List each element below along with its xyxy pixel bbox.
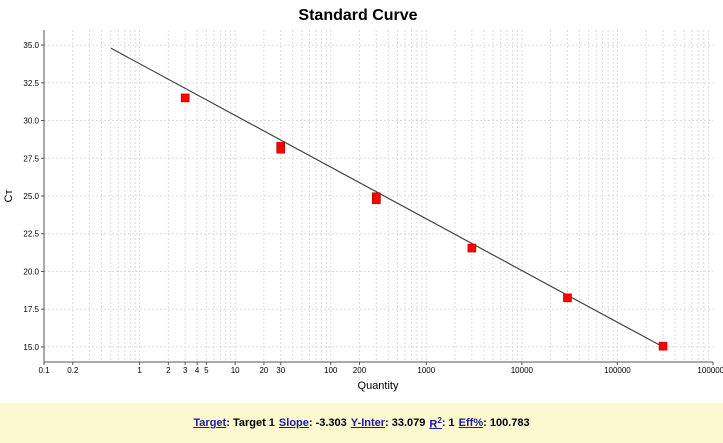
x-tick-label: 5	[204, 366, 209, 375]
x-tick-label: 200	[353, 366, 367, 375]
y-tick-label: 35.0	[23, 41, 39, 50]
x-tick-label: 30	[276, 366, 285, 375]
standard-curve-chart: Standard Curve 0.1 0.2 1 2 3 4 5 10 20 30 100 200 10…	[3, 7, 723, 392]
r2-superscript: 2	[437, 415, 442, 425]
x-tick-label: 100	[324, 366, 338, 375]
chart-title: Standard Curve	[298, 7, 417, 24]
slope-link[interactable]: Slope	[278, 417, 309, 429]
regression-line	[110, 47, 664, 348]
r2-link[interactable]: R2	[429, 416, 441, 431]
x-tick-label: 10000	[511, 366, 534, 375]
x-tick-label: 100000	[604, 366, 631, 375]
x-tick-label: 1000	[417, 366, 435, 375]
y-tick-label: 27.5	[23, 154, 39, 163]
y-tick-label: 20.0	[23, 267, 39, 276]
y-inter-link[interactable]: Y-Inter	[350, 417, 386, 429]
y-tick-label: 32.5	[23, 79, 39, 88]
data-point[interactable]	[372, 195, 381, 205]
x-tick-label: 1000000	[697, 366, 723, 375]
y-tick-label: 17.5	[23, 305, 39, 314]
y-tick-label: 30.0	[23, 117, 39, 126]
x-tick-label: 0.1	[38, 366, 50, 375]
data-point[interactable]	[658, 341, 668, 351]
grid	[43, 30, 713, 362]
efficiency-value: : 100.783	[483, 417, 530, 429]
y-inter-value: : 33.079	[385, 417, 426, 429]
data-points	[180, 93, 668, 351]
data-point[interactable]	[467, 243, 477, 253]
data-point[interactable]	[180, 93, 190, 103]
data-point[interactable]	[563, 293, 572, 303]
x-tick-label: 3	[183, 366, 188, 375]
x-tick-label: 0.2	[67, 366, 79, 375]
x-tick-label: 4	[195, 366, 200, 375]
slope-value: : -3.303	[308, 417, 347, 429]
x-tick-label: 2	[166, 366, 171, 375]
x-tick-label: 1	[137, 366, 142, 375]
y-axis-ticks: 15.0 17.5 20.0 22.5 25.0 27.5 30.0 32.5 35.0	[23, 41, 44, 352]
x-axis-ticks: 0.1 0.2 1 2 3 4 5 10 20 30 100 200 1000 10000 100000 10…	[38, 362, 723, 375]
r2-value: : 1	[441, 417, 455, 429]
x-tick-label: 10	[231, 366, 240, 375]
y-tick-label: 22.5	[23, 230, 39, 239]
target-value: : Target 1	[226, 417, 275, 429]
target-link[interactable]: Target	[193, 417, 227, 429]
x-tick-label: 20	[259, 366, 268, 375]
efficiency-link[interactable]: Eff%	[458, 417, 484, 429]
data-point[interactable]	[276, 144, 286, 154]
y-axis-label: Cт	[3, 190, 15, 203]
r2-label: R	[429, 418, 438, 431]
y-tick-label: 25.0	[23, 192, 39, 201]
curve-stats-bar: Target : Target 1 Slope : -3.303 Y-Inter…	[0, 403, 723, 443]
x-axis-label: Quantity	[358, 380, 399, 392]
y-tick-label: 15.0	[23, 343, 39, 352]
